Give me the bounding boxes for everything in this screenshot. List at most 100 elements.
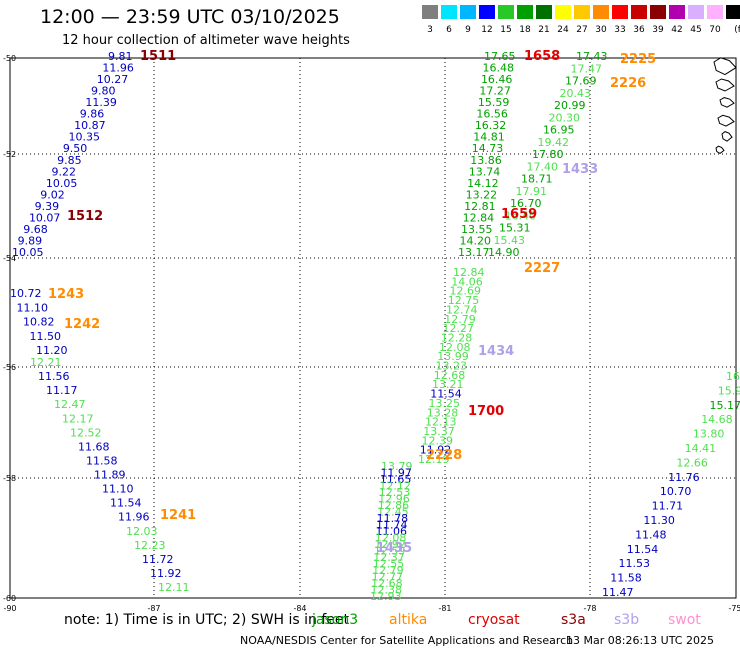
scale-label: 9	[465, 25, 471, 35]
swh-label: 12.66	[676, 456, 708, 469]
swh-label: 9.02	[40, 188, 64, 201]
island-outline	[713, 57, 737, 76]
swh-label: 13.25	[429, 397, 461, 410]
swh-label: 9.22	[52, 165, 77, 178]
swh-label: 11.97	[380, 467, 412, 480]
pass-time-label: 1433	[562, 162, 598, 177]
scale-label: 12	[481, 25, 493, 35]
swh-label: 10.82	[23, 316, 55, 329]
swh-label: 16.56	[476, 108, 508, 121]
scale-swatch	[612, 5, 628, 19]
swh-label: 17.47	[571, 62, 603, 75]
swh-label: 11.71	[652, 500, 684, 513]
scale-swatch	[707, 5, 723, 19]
pass-time-label: 1511	[140, 49, 176, 64]
scale-label: 36	[633, 25, 645, 35]
pass-time-label: 1659	[501, 207, 537, 222]
lon-tick-label: -90	[3, 604, 16, 613]
swh-label: 12.52	[70, 426, 102, 439]
swh-label: 17.80	[532, 148, 564, 161]
swh-label: 12.21	[30, 356, 62, 369]
axis-tick-labels: -90 -87 -84 -81 -78 -75 -50 -52 -54 -56 -58 -60	[3, 54, 740, 613]
swh-label: 12.68	[371, 577, 403, 590]
swh-label: 13.37	[423, 425, 455, 438]
scale-swatch	[536, 5, 552, 19]
footnote: note: 1) Time is in UTC; 2) SWH is in fe…	[64, 612, 350, 628]
swh-label: 14.73	[472, 142, 504, 155]
swh-label: 15.31	[499, 222, 531, 235]
scale-label: 30	[595, 25, 607, 35]
swh-label: 10.72	[10, 287, 42, 300]
scale-swatch	[669, 5, 685, 19]
swh-label: 16.70	[510, 197, 542, 210]
swh-label: 17.65	[484, 50, 516, 63]
scale-swatch	[517, 5, 533, 19]
lon-tick-label: -87	[147, 604, 160, 613]
scale-swatch	[479, 5, 495, 19]
swh-label: 16.3	[726, 370, 740, 383]
swh-label: 11.92	[420, 444, 452, 457]
swh-label: 11.65	[380, 473, 412, 486]
swh-label: 16.95	[543, 124, 575, 137]
swh-label: 12.23	[134, 539, 166, 552]
swh-label: 13.28	[427, 406, 459, 419]
swh-label: 9.81	[108, 50, 133, 63]
swh-label: 9.68	[23, 223, 48, 236]
swh-label: 13.21	[432, 378, 464, 391]
swh-values: 9.8111.9610.279.8011.399.8610.8710.359.5…	[10, 50, 740, 603]
swh-label: 9.85	[57, 154, 81, 167]
scale-label: 33	[614, 25, 626, 35]
swh-label: 11.47	[602, 586, 634, 599]
swh-label: 10.70	[660, 485, 692, 498]
swh-label: 13.74	[469, 165, 501, 178]
swh-label: 14.81	[473, 131, 505, 144]
swh-label: 12.84	[453, 266, 485, 279]
swh-label: 12.53	[379, 486, 411, 499]
scale-label: 21	[538, 25, 550, 35]
island-outline	[715, 145, 725, 154]
scale-label: 45	[690, 25, 702, 35]
lat-tick-label: -60	[3, 594, 16, 603]
swh-label: 12.75	[448, 294, 480, 307]
swh-label: 14.20	[460, 234, 492, 247]
pass-time-label: 1700	[468, 404, 504, 419]
scale-swatch	[441, 5, 457, 19]
swh-label: 11.48	[635, 528, 667, 541]
swh-label: 11.74	[376, 519, 408, 532]
swh-label: 9.80	[91, 85, 116, 98]
swh-label: 13.23	[436, 360, 468, 373]
swh-label: 12.08	[439, 341, 471, 354]
pass-time-label: 2227	[524, 261, 560, 276]
lon-tick-label: -84	[293, 604, 306, 613]
swh-label: 17.69	[565, 75, 597, 88]
pass-time-label: 1242	[64, 317, 100, 332]
swh-label: 13.22	[466, 188, 498, 201]
swh-label: 12.12	[379, 480, 411, 493]
swh-label: 11.72	[142, 553, 174, 566]
swh-label: 12.17	[62, 412, 94, 425]
swh-label: 10.05	[46, 177, 78, 190]
pass-time-label: 1435	[376, 541, 412, 556]
swh-label: 15.43	[494, 234, 526, 247]
pass-time-label: 2226	[610, 76, 646, 91]
swh-label: 12.68	[434, 369, 466, 382]
swh-label: 9.50	[63, 142, 88, 155]
lat-tick-label: -58	[3, 474, 16, 483]
scale-swatch	[574, 5, 590, 19]
swh-label: 12.38	[371, 584, 403, 597]
swh-label: 11.96	[118, 511, 150, 524]
swh-label: 13.86	[470, 154, 502, 167]
swh-label: 14.68	[701, 413, 733, 426]
swh-label: 11.89	[94, 469, 126, 482]
swh-label: 13.17	[458, 246, 490, 259]
plot-frame	[9, 57, 737, 599]
scale-swatch	[555, 5, 571, 19]
scale-label: (ft)	[734, 25, 740, 35]
swh-label: 12.79	[444, 313, 476, 326]
legend-altika: altika	[389, 612, 428, 628]
swh-label: 13.99	[437, 350, 469, 363]
swh-label: 12.77	[372, 571, 404, 584]
page-subtitle: 12 hour collection of altimeter wave hei…	[62, 33, 350, 48]
swh-label: 15.59	[478, 96, 510, 109]
